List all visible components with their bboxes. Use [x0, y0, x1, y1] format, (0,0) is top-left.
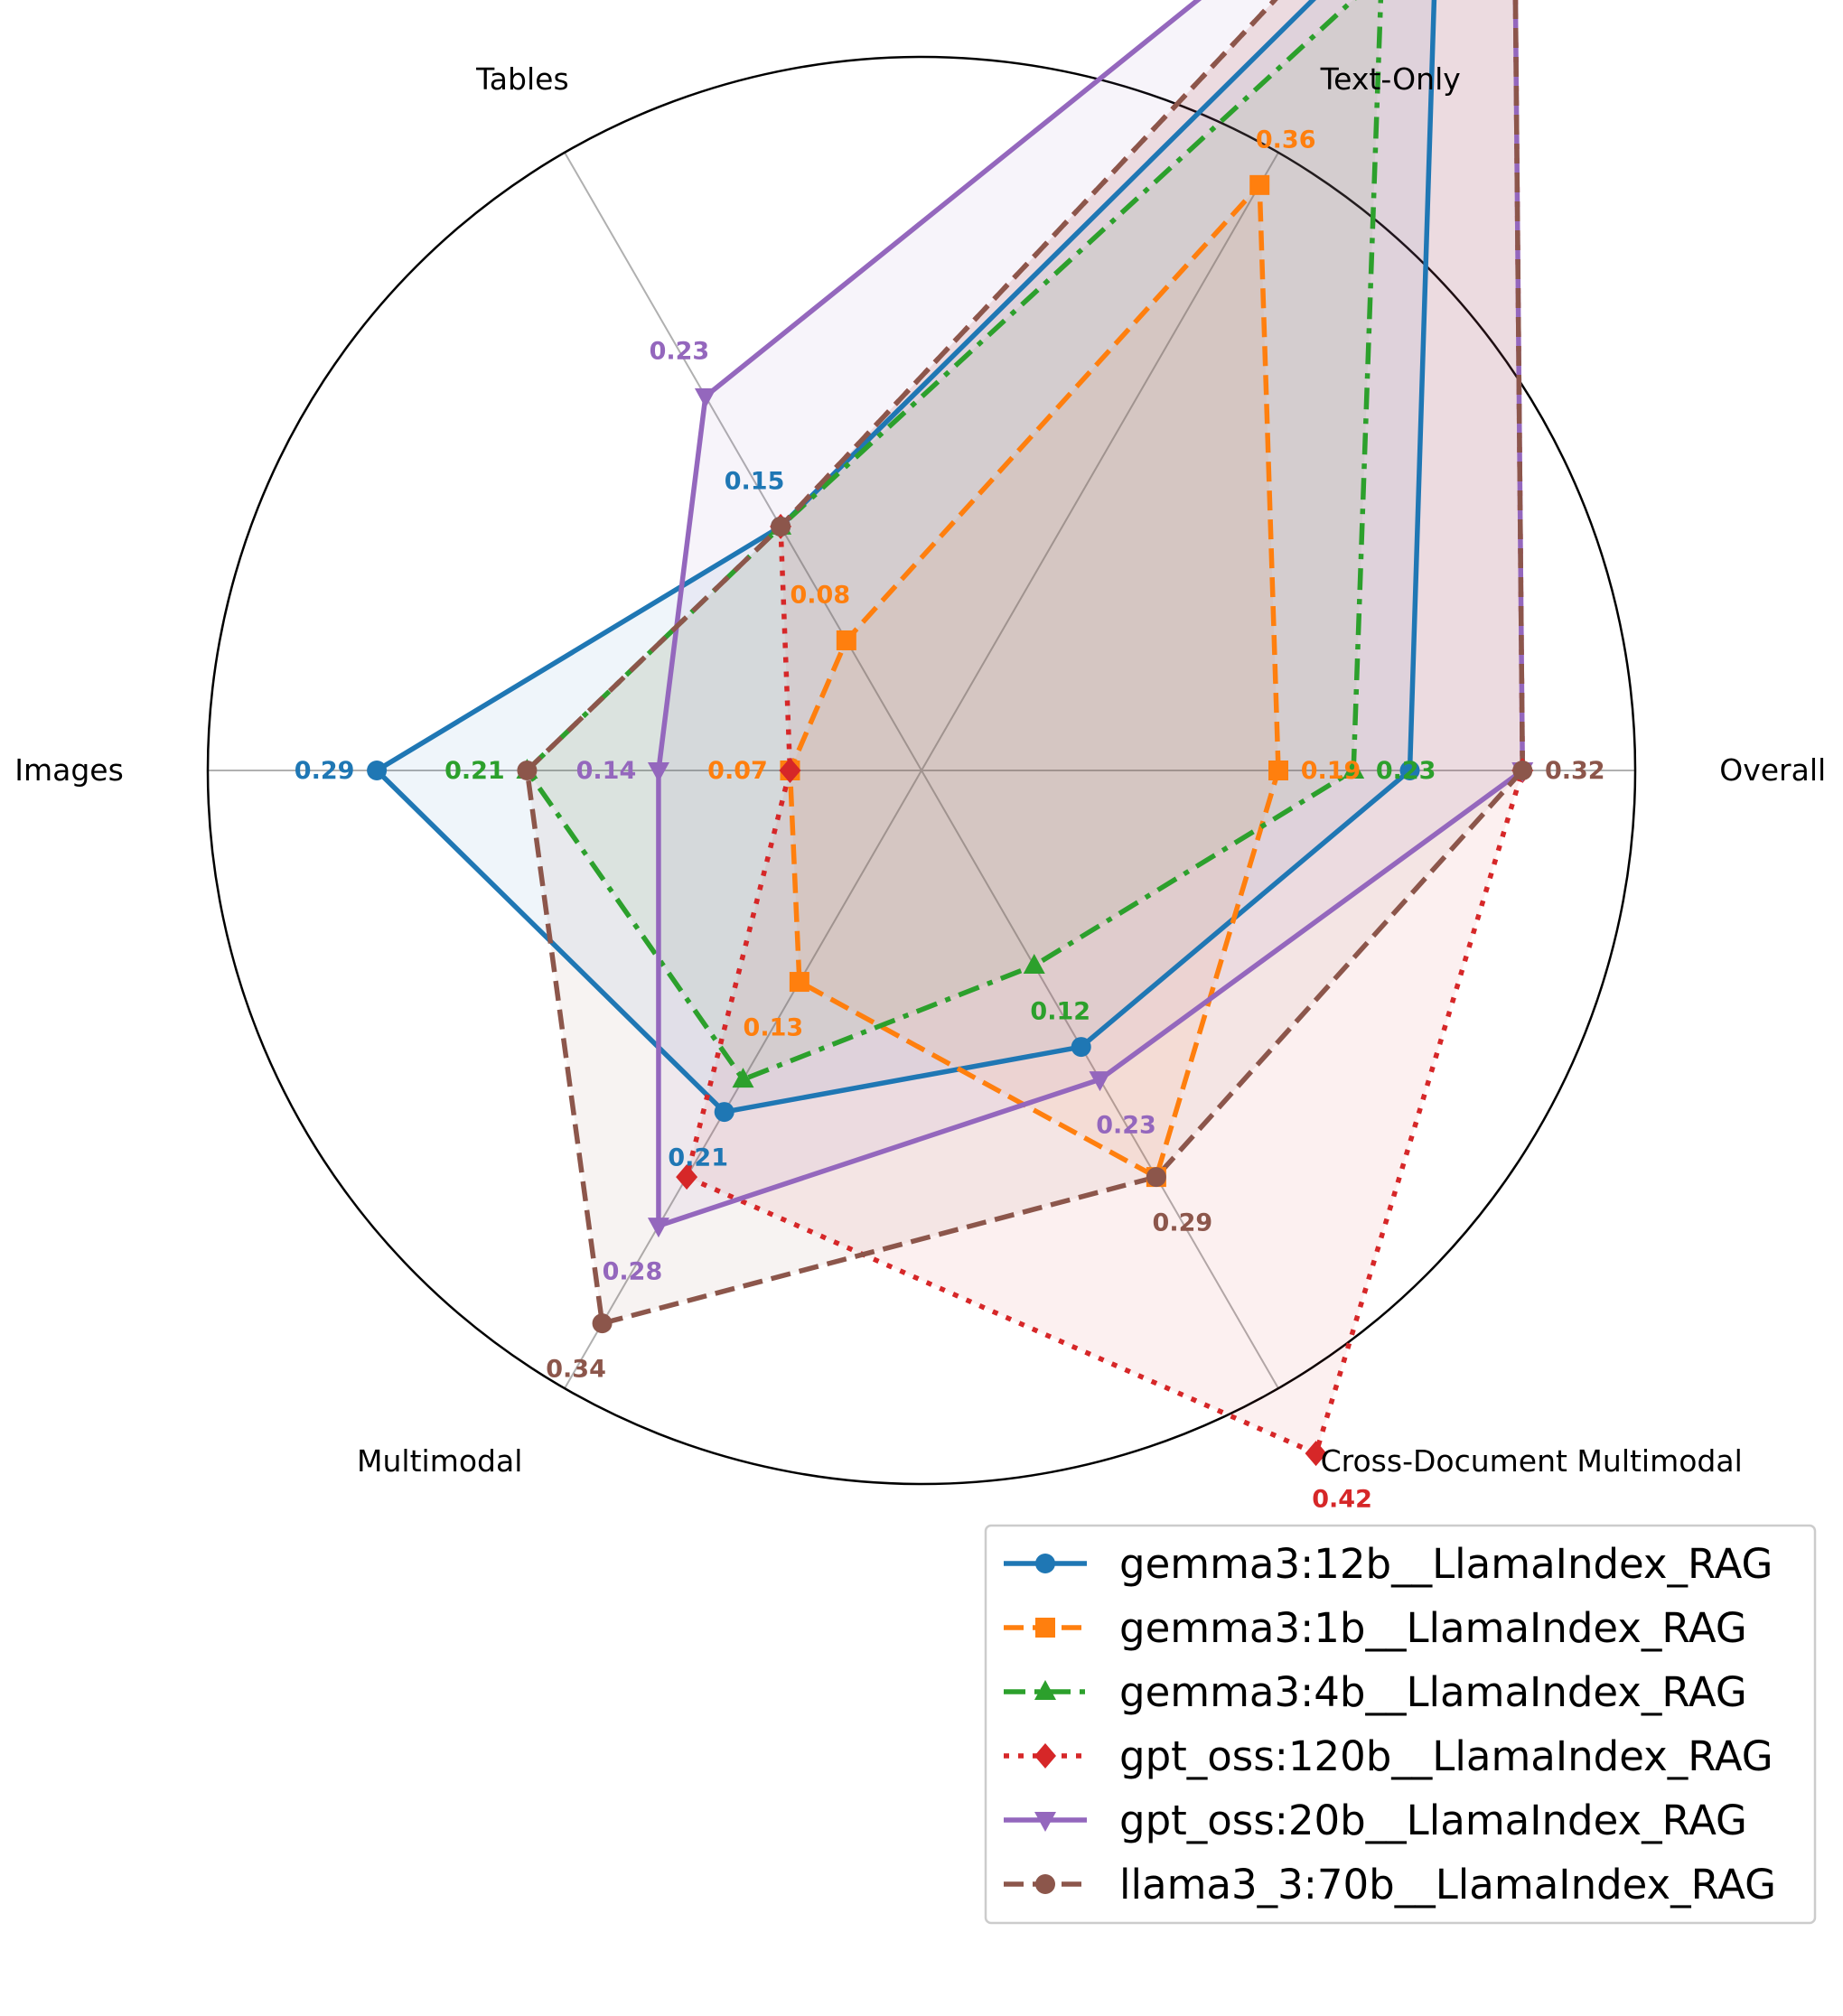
series-fills: [377, 0, 1523, 1454]
series-fill-llama3-3-70b-llamaindex-rag: [527, 0, 1523, 1324]
axis-label-cross-document-multimodal: Cross-Document Multimodal: [1321, 1443, 1743, 1479]
series-fill-gpt-oss-20b-llamaindex-rag: [658, 0, 1523, 1227]
data-point-gemma3-1b-llamaindex-rag-text-only: [1249, 174, 1270, 195]
data-point-gpt-oss-120b-llamaindex-rag-cross-document-multimodal: [1305, 1441, 1327, 1467]
data-label-gemma3-1b-llamaindex-rag-text-only: 0.36: [1256, 126, 1316, 154]
outer-ring: [206, 55, 1637, 1486]
series-markers: [367, 174, 1534, 1467]
data-point-gemma3-1b-llamaindex-rag-overall: [1268, 761, 1288, 780]
data-label-gpt-oss-20b-llamaindex-rag-cross-document-multimodal: 0.23: [1096, 1111, 1156, 1139]
data-point-gpt-oss-120b-llamaindex-rag-images: [779, 758, 801, 783]
data-point-llama3-3-70b-llamaindex-rag-cross-document-multimodal: [1146, 1167, 1166, 1188]
data-label-gpt-oss-20b-llamaindex-rag-images: 0.14: [576, 757, 637, 785]
data-point-llama3-3-70b-llamaindex-rag-tables: [771, 516, 791, 537]
series-fill-gemma3-12b-llamaindex-rag: [377, 0, 1435, 1113]
data-point-gemma3-12b-llamaindex-rag-multimodal: [714, 1102, 734, 1123]
legend-marker-gemma3-12b-llamaindex-rag: [1035, 1554, 1055, 1573]
axis-label-multimodal: Multimodal: [357, 1443, 522, 1479]
data-point-gpt-oss-120b-llamaindex-rag-multimodal: [676, 1164, 698, 1190]
data-point-gemma3-1b-llamaindex-rag-tables: [836, 630, 856, 650]
axis-label-text-only: Text-Only: [1320, 61, 1461, 97]
data-label-gemma3-12b-llamaindex-rag-images: 0.29: [295, 757, 355, 785]
data-point-gpt-oss-20b-llamaindex-rag-tables: [694, 387, 716, 408]
series-fill-gpt-oss-120b-llamaindex-rag: [687, 0, 1523, 1454]
legend-label-gemma3-12b-llamaindex-rag: gemma3:12b__LlamaIndex_RAG: [1119, 1540, 1773, 1588]
data-point-gemma3-12b-llamaindex-rag-images: [367, 761, 388, 780]
data-label-gemma3-4b-llamaindex-rag-overall: 0.23: [1376, 757, 1436, 785]
legend: gemma3:12b__LlamaIndex_RAG gemma3:1b__Lla…: [984, 1524, 1817, 1925]
data-label-gemma3-4b-llamaindex-rag-images: 0.21: [444, 757, 505, 785]
data-label-gemma3-1b-llamaindex-rag-images: 0.07: [707, 757, 768, 785]
spoke-tables: [564, 152, 922, 771]
data-point-gpt-oss-20b-llamaindex-rag-cross-document-multimodal: [1089, 1071, 1111, 1092]
data-point-gemma3-4b-llamaindex-rag-multimodal: [732, 1068, 754, 1088]
data-label-gpt-oss-20b-llamaindex-rag-tables: 0.23: [650, 338, 710, 366]
data-point-llama3-3-70b-llamaindex-rag-images: [517, 761, 538, 780]
data-label-llama3-3-70b-llamaindex-rag-multimodal: 0.34: [546, 1355, 606, 1383]
data-point-gemma3-1b-llamaindex-rag-multimodal: [789, 972, 809, 993]
data-label-gemma3-1b-llamaindex-rag-overall: 0.19: [1301, 757, 1361, 785]
legend-label-gpt-oss-20b-llamaindex-rag: gpt_oss:20b__LlamaIndex_RAG: [1119, 1797, 1747, 1844]
series-fill-gemma3-1b-llamaindex-rag: [790, 184, 1278, 1178]
data-label-gpt-oss-20b-llamaindex-rag-multimodal: 0.28: [603, 1257, 663, 1285]
data-point-llama3-3-70b-llamaindex-rag-multimodal: [592, 1313, 613, 1334]
data-point-gemma3-12b-llamaindex-rag-cross-document-multimodal: [1071, 1037, 1091, 1058]
data-label-gemma3-1b-llamaindex-rag-multimodal: 0.13: [744, 1013, 804, 1041]
data-label-gpt-oss-120b-llamaindex-rag-cross-document-multimodal: 0.42: [1312, 1485, 1372, 1513]
legend-label-gemma3-1b-llamaindex-rag: gemma3:1b__LlamaIndex_RAG: [1119, 1604, 1747, 1652]
legend-label-gpt-oss-120b-llamaindex-rag: gpt_oss:120b__LlamaIndex_RAG: [1119, 1732, 1773, 1780]
data-point-llama3-3-70b-llamaindex-rag-overall: [1512, 761, 1533, 780]
axis-label-overall: Overall: [1719, 752, 1826, 788]
axis-labels: Overall Text-Only Tables Images Multimodal Cr…: [14, 61, 1826, 1479]
data-point-gemma3-4b-llamaindex-rag-overall: [1342, 759, 1365, 779]
series-fill-gemma3-4b-llamaindex-rag: [527, 0, 1381, 1080]
data-label-llama3-3-70b-llamaindex-rag-cross-document-multimodal: 0.29: [1153, 1209, 1213, 1237]
axis-label-tables: Tables: [475, 61, 569, 97]
legend-label-gemma3-4b-llamaindex-rag: gemma3:4b__LlamaIndex_RAG: [1119, 1668, 1747, 1716]
data-label-llama3-3-70b-llamaindex-rag-overall: 0.32: [1545, 757, 1605, 785]
data-point-gpt-oss-20b-llamaindex-rag-multimodal: [647, 1218, 669, 1238]
data-label-gemma3-1b-llamaindex-rag-tables: 0.08: [791, 582, 851, 610]
data-point-gemma3-12b-llamaindex-rag-overall: [1399, 761, 1420, 780]
data-point-gpt-oss-20b-llamaindex-rag-images: [647, 762, 669, 782]
legend-box: [984, 1524, 1817, 1925]
axis-label-images: Images: [14, 752, 124, 788]
spoke-text-only: [921, 152, 1279, 771]
legend-marker-gpt-oss-20b-llamaindex-rag: [1034, 1812, 1056, 1832]
data-label-gemma3-4b-llamaindex-rag-cross-document-multimodal: 0.12: [1030, 997, 1090, 1025]
legend-marker-llama3-3-70b-llamaindex-rag: [1035, 1874, 1055, 1894]
legend-marker-gemma3-4b-llamaindex-rag: [1034, 1680, 1056, 1700]
data-label-gemma3-12b-llamaindex-rag-tables: 0.15: [725, 468, 785, 496]
data-label-gemma3-12b-llamaindex-rag-multimodal: 0.21: [668, 1143, 728, 1171]
legend-label-llama3-3-70b-llamaindex-rag: llama3_3:70b__LlamaIndex_RAG: [1119, 1861, 1776, 1909]
legend-marker-gemma3-1b-llamaindex-rag: [1035, 1618, 1055, 1638]
value-labels: 0.150.290.210.190.360.080.070.130.230.49…: [295, 126, 1605, 1514]
legend-marker-gpt-oss-120b-llamaindex-rag: [1034, 1743, 1056, 1769]
data-point-gemma3-4b-llamaindex-rag-cross-document-multimodal: [1023, 954, 1045, 975]
